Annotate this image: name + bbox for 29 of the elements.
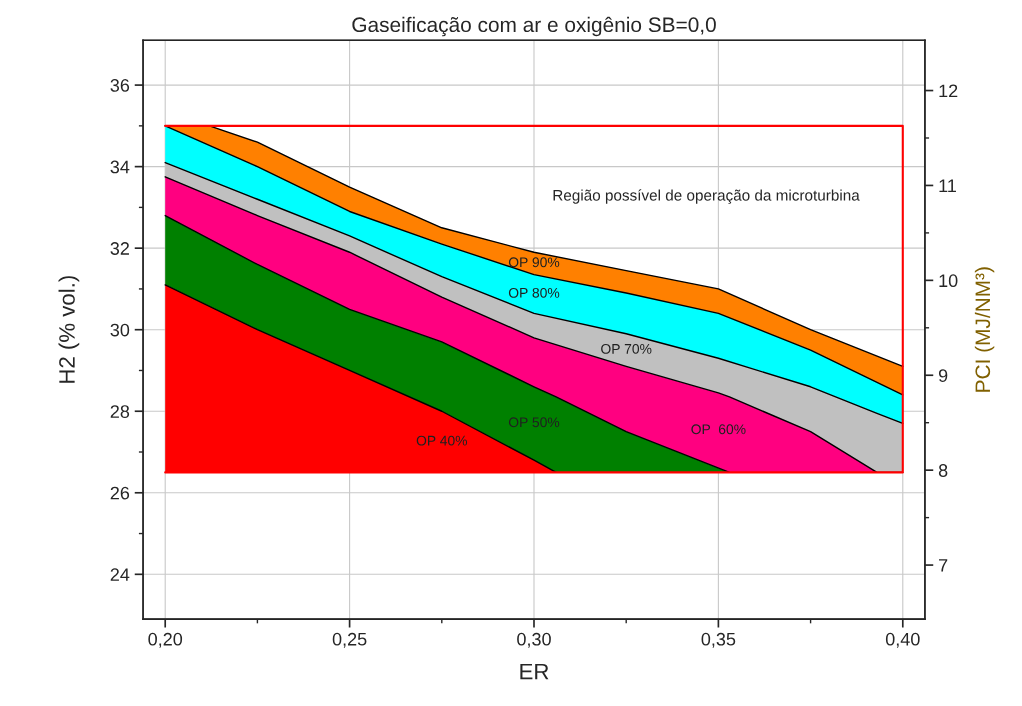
annotation: Região possível de operação da microturbina	[553, 189, 860, 204]
series-label: OP 90%	[508, 257, 560, 268]
series-label: OP 40%	[416, 435, 468, 446]
y-tick-label: 24	[110, 568, 130, 581]
series-label: OP 50%	[508, 417, 560, 428]
y2-axis-title: PCI (MJ/NM³)	[974, 267, 995, 392]
y-tick-label: 32	[110, 242, 129, 255]
y-tick-label: 30	[110, 323, 130, 337]
series-label: OP 70%	[601, 343, 652, 354]
chart-title: Gaseificação com ar e oxigênio SB=0,0	[352, 16, 716, 37]
series-label: OP 60%	[691, 424, 746, 435]
y2-tick-label: 11	[939, 179, 956, 192]
x-axis-title: ER	[520, 663, 549, 680]
y2-tick-label: 9	[938, 369, 948, 382]
x-tick-label: 0,30	[517, 632, 551, 648]
y-tick-label: 28	[110, 405, 130, 418]
x-tick-label: 0,20	[148, 632, 183, 648]
x-tick-label: 0,35	[701, 632, 736, 648]
y2-tick-label: 10	[939, 274, 958, 288]
y2-tick-label: 12	[939, 84, 958, 98]
y2-tick-label: 8	[938, 464, 948, 477]
y-tick-label: 26	[110, 486, 130, 500]
y-tick-label: 36	[110, 79, 130, 92]
y-tick-label: 34	[110, 160, 130, 174]
x-tick-label: 0,25	[332, 632, 367, 648]
x-tick-label: 0,40	[885, 632, 920, 648]
y-axis-title: H2 (% vol.)	[58, 276, 80, 383]
series-label: OP 80%	[508, 287, 560, 298]
y2-tick-label: 7	[939, 559, 948, 572]
